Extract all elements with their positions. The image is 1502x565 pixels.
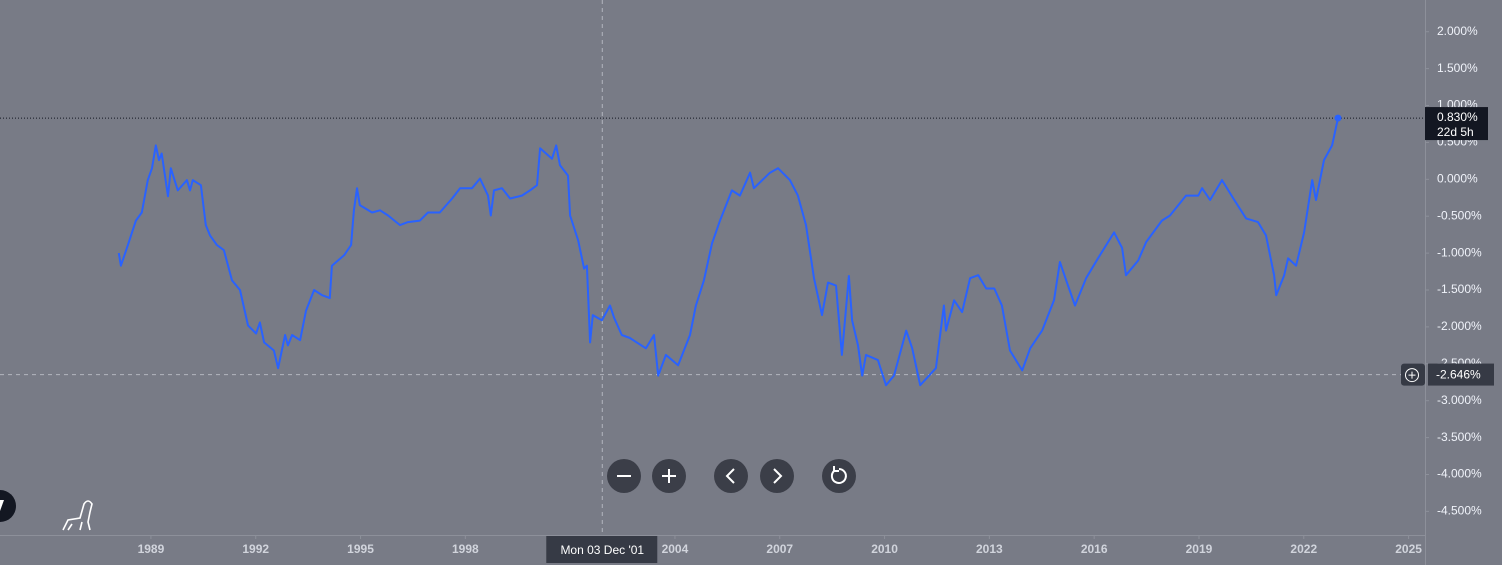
button-bg [760,459,794,493]
crosshair-add-icon [1408,371,1416,379]
y-tick-label: -0.500% [1437,208,1482,222]
crosshair-y-badge [1428,363,1494,386]
x-tick-label: 2007 [766,542,793,556]
logo-bg [0,490,16,522]
x-tick-label: 2004 [662,542,689,556]
x-tick-label: 2010 [871,542,898,556]
countdown-label: 22d 5h [1437,125,1474,139]
x-tick-label: 2013 [976,542,1003,556]
logo[interactable] [0,490,16,522]
x-tick-label: 2025 [1395,542,1422,556]
x-tick-label: 2016 [1081,542,1108,556]
x-tick-label: 1989 [138,542,165,556]
y-tick-label: 1.500% [1437,61,1478,75]
last-point [1334,114,1342,122]
y-tick-label: -4.500% [1437,504,1482,518]
y-tick-label: -4.000% [1437,467,1482,481]
y-tick-label: 2.000% [1437,24,1478,38]
y-tick-label: -1.500% [1437,282,1482,296]
scroll-right-button[interactable] [760,459,794,493]
y-tick-label: -1.000% [1437,245,1482,259]
zoom-in-button[interactable] [652,459,686,493]
zoom-out-button[interactable] [607,459,641,493]
y-tick-label: -3.000% [1437,393,1482,407]
button-bg [822,459,856,493]
logo-mark [0,500,4,511]
y-tick-label: -2.000% [1437,319,1482,333]
crosshair-x-badge [546,536,658,563]
button-bg [714,459,748,493]
x-tick-label: 1998 [452,542,479,556]
icon [662,469,676,483]
icon [725,468,735,484]
dino-icon [62,500,93,531]
x-tick-label: 1995 [347,542,374,556]
x-tick-label: 1992 [242,542,269,556]
crosshair-y-label: -2.646% [1436,368,1481,382]
series-line [117,117,1339,387]
y-tick-label: -3.500% [1437,430,1482,444]
reset-button[interactable] [822,459,856,493]
crosshair-x-label: Mon 03 Dec '01 [560,543,644,557]
last-value-label: 0.830% [1437,110,1478,124]
icon [773,468,783,484]
crosshair-add-icon [1405,368,1419,383]
x-tick-label: 2022 [1290,542,1317,556]
last-value-badge [1425,107,1488,141]
y-tick-label: 0.000% [1437,171,1478,185]
icon [830,466,847,484]
x-tick-label: 2019 [1186,542,1213,556]
scroll-left-button[interactable] [714,459,748,493]
